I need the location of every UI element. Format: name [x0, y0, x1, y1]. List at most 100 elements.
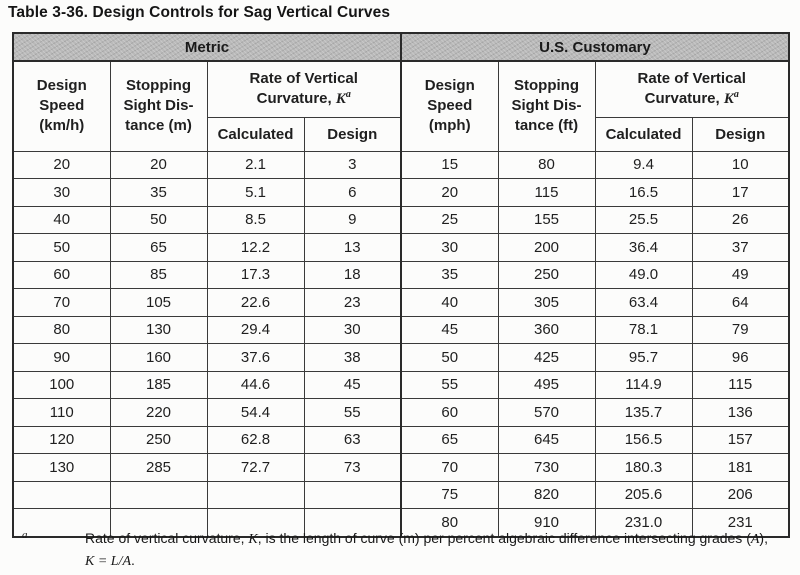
- cell: 50: [109, 205, 208, 234]
- cell: 3: [303, 150, 402, 179]
- table-body: 20 20 2.1 3 15 80 9.4 10 30 35 5.1 6 20 115 16.5 17 40 50…: [12, 150, 790, 537]
- footnote-ref-a: a: [345, 89, 351, 101]
- cell: 17: [691, 178, 790, 207]
- cell: 155: [497, 205, 596, 234]
- cell: 96: [691, 343, 790, 372]
- header-line: Design: [36, 76, 87, 94]
- cell: 70: [400, 453, 499, 482]
- header-line: (km/h): [39, 117, 85, 135]
- cell: 20: [400, 178, 499, 207]
- cell: 100: [12, 370, 111, 399]
- cell: [109, 480, 208, 509]
- cell: 6: [303, 178, 402, 207]
- header-text: Curvature,: [644, 90, 724, 108]
- header-line: Speed: [427, 97, 473, 115]
- cell: 60: [400, 398, 499, 427]
- cell: 10: [691, 150, 790, 179]
- cell: 45: [303, 370, 402, 399]
- cell: 285: [109, 453, 208, 482]
- cell: 36.4: [594, 233, 693, 262]
- col-header-us-design: Design: [691, 116, 790, 152]
- header-line: Curvature, Ka: [598, 89, 787, 109]
- col-header-metric-design-speed: Design Speed (km/h): [12, 60, 111, 152]
- cell: 78.1: [594, 315, 693, 344]
- table-row: 80 910 231.0 231: [12, 508, 790, 537]
- footnote-segment: .: [131, 552, 135, 569]
- section-header-row: Metric U.S. Customary: [12, 32, 790, 62]
- cell: 120: [12, 425, 111, 454]
- header-line: Rate of Vertical: [249, 70, 358, 87]
- cell: 115: [497, 178, 596, 207]
- table-row: 130 285 72.7 73 70 730 180.3 181: [12, 453, 790, 482]
- cell: 156.5: [594, 425, 693, 454]
- table-row: 100 185 44.6 45 55 495 114.9 115: [12, 370, 790, 399]
- footnote-text: Rate of vertical curvature, K, is the le…: [85, 528, 777, 573]
- k-formula: K = L/A: [85, 554, 132, 570]
- col-header-metric-design: Design: [303, 116, 402, 152]
- table-row: 20 20 2.1 3 15 80 9.4 10: [12, 150, 790, 179]
- header-line: Stopping: [126, 76, 191, 94]
- cell: 425: [497, 343, 596, 372]
- cell: 12.2: [206, 233, 305, 262]
- table-row: 110 220 54.4 55 60 570 135.7 136: [12, 398, 790, 427]
- cell: 130: [109, 315, 208, 344]
- cell: 49.0: [594, 260, 693, 289]
- cell: 40: [400, 288, 499, 317]
- cell: [12, 480, 111, 509]
- header-line: Speed: [39, 97, 85, 115]
- col-header-us-calculated: Calculated: [594, 116, 693, 152]
- table-row: 70 105 22.6 23 40 305 63.4 64: [12, 288, 790, 317]
- header-text: Curvature,: [256, 90, 336, 108]
- cell: 220: [109, 398, 208, 427]
- header-line: Curvature, Ka: [210, 89, 399, 109]
- header-line: (mph): [428, 117, 471, 135]
- cell: 730: [497, 453, 596, 482]
- cell: 130: [12, 453, 111, 482]
- cell: 70: [12, 288, 111, 317]
- cell: 85: [109, 260, 208, 289]
- cell: 9.4: [594, 150, 693, 179]
- cell: 645: [497, 425, 596, 454]
- cell: 62.8: [206, 425, 305, 454]
- cell: 65: [109, 233, 208, 262]
- cell: 20: [12, 150, 111, 179]
- cell: 75: [400, 480, 499, 509]
- section-header-us-customary: U.S. Customary: [400, 32, 790, 62]
- table-row: 80 130 29.4 30 45 360 78.1 79: [12, 315, 790, 344]
- k-symbol: K: [248, 532, 258, 547]
- cell: 37.6: [206, 343, 305, 372]
- cell: 206: [691, 480, 790, 509]
- cell: 5.1: [206, 178, 305, 207]
- footnote-ref-a: a: [733, 89, 739, 101]
- cell: 910: [497, 508, 596, 537]
- cell: 200: [497, 233, 596, 262]
- sub-header-row: Calculated Design Calculated Design: [13, 116, 790, 152]
- header-line: Sight Dis-: [511, 97, 582, 115]
- cell: 114.9: [594, 370, 693, 399]
- cell: 136: [691, 398, 790, 427]
- table-row: 50 65 12.2 13 30 200 36.4 37: [12, 233, 790, 262]
- cell: 160: [109, 343, 208, 372]
- header-line: Stopping: [514, 76, 579, 94]
- cell: 35: [109, 178, 208, 207]
- a-symbol: A: [750, 532, 760, 547]
- header-line: tance (m): [125, 117, 192, 135]
- cell: 55: [400, 370, 499, 399]
- table-row: 90 160 37.6 38 50 425 95.7 96: [12, 343, 790, 372]
- header-line: Sight Dis-: [123, 97, 194, 115]
- cell: 29.4: [206, 315, 305, 344]
- cell: 30: [400, 233, 499, 262]
- cell: 22.6: [206, 288, 305, 317]
- cell: 135.7: [594, 398, 693, 427]
- cell: 13: [303, 233, 402, 262]
- cell: 50: [400, 343, 499, 372]
- header-line: Design: [424, 76, 475, 94]
- cell: 64: [691, 288, 790, 317]
- header-line: tance (ft): [514, 117, 579, 135]
- table-title: Table 3-36. Design Controls for Sag Vert…: [8, 4, 391, 21]
- k-symbol: K: [335, 91, 346, 108]
- cell: 25.5: [594, 205, 693, 234]
- cell: 80: [400, 508, 499, 537]
- cell: 8.5: [206, 205, 305, 234]
